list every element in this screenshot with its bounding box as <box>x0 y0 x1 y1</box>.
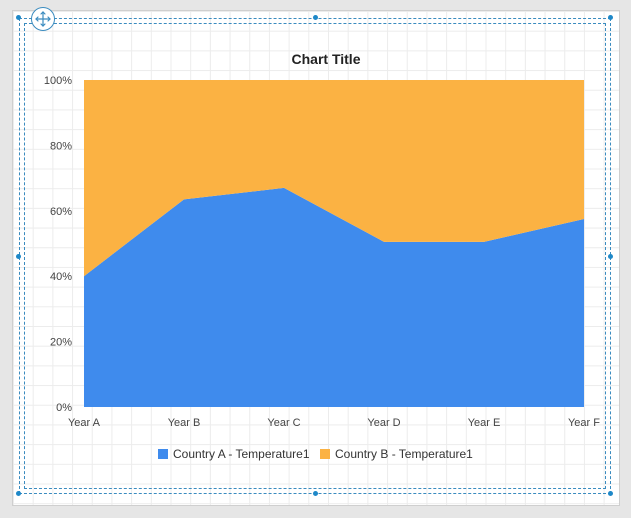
resize-handle-right[interactable] <box>608 254 613 259</box>
resize-handle-bottom-right[interactable] <box>608 491 613 496</box>
y-tick-label: 20% <box>50 337 72 349</box>
resize-handle-bottom[interactable] <box>313 491 318 496</box>
area-series-1[interactable] <box>84 187 584 407</box>
y-tick-label: 80% <box>50 140 72 152</box>
x-tick-label: Year B <box>168 417 201 429</box>
move-handle[interactable] <box>31 7 55 31</box>
move-arrows-icon <box>35 11 51 27</box>
legend-label[interactable]: Country A - Temperature1 <box>173 447 310 461</box>
legend-label[interactable]: Country B - Temperature1 <box>335 447 473 461</box>
x-axis-labels: Year A Year B Year C Year D Year E Year F <box>68 417 600 429</box>
y-tick-label: 40% <box>50 271 72 283</box>
resize-handle-top-right[interactable] <box>608 15 613 20</box>
resize-handle-top-left[interactable] <box>16 15 21 20</box>
x-tick-label: Year D <box>367 417 400 429</box>
y-axis-labels: 0% 20% 40% 60% 80% 100% <box>44 75 72 414</box>
resize-handle-left[interactable] <box>16 254 21 259</box>
plot-area <box>84 80 584 407</box>
y-tick-label: 60% <box>50 206 72 218</box>
chart-area-outline[interactable] <box>24 23 606 489</box>
legend: Country A - Temperature1 Country B - Temp… <box>158 447 473 461</box>
legend-swatch <box>158 449 168 459</box>
area-series-2[interactable] <box>84 80 584 277</box>
y-tick-label: 0% <box>56 402 72 414</box>
resize-handle-top[interactable] <box>313 15 318 20</box>
x-tick-label: Year F <box>568 417 600 429</box>
x-tick-label: Year C <box>267 417 300 429</box>
y-tick-label: 100% <box>44 75 72 87</box>
legend-swatch <box>320 449 330 459</box>
resize-handle-bottom-left[interactable] <box>16 491 21 496</box>
x-tick-label: Year E <box>468 417 501 429</box>
chart-title: Chart Title <box>292 51 361 67</box>
x-tick-label: Year A <box>68 417 101 429</box>
